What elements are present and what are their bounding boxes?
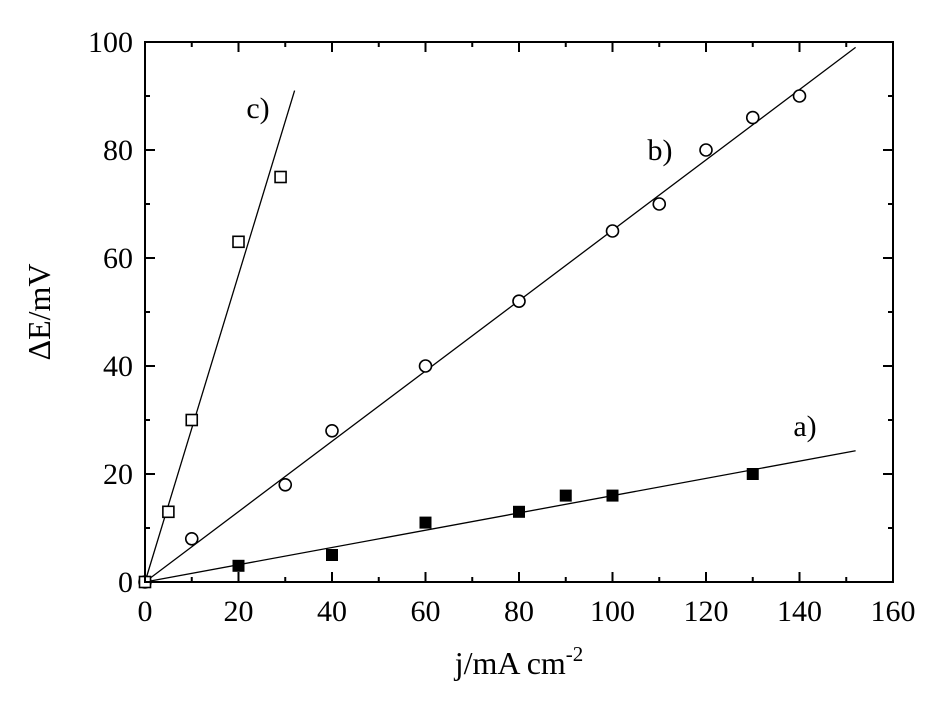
series-labels: a) b) c) bbox=[246, 92, 816, 443]
y-tick-label: 0 bbox=[118, 566, 133, 599]
marker-filled-square bbox=[513, 505, 525, 518]
fit-line-1 bbox=[144, 450, 856, 583]
fit-line-3 bbox=[144, 90, 296, 583]
x-tick-label: 120 bbox=[684, 595, 729, 628]
data-markers bbox=[138, 89, 807, 589]
marker-open-circle bbox=[325, 423, 339, 438]
y-axis-title: ΔE/mV bbox=[21, 263, 57, 360]
marker-filled-square bbox=[419, 516, 432, 529]
marker-open-circle bbox=[278, 477, 293, 492]
marker-open-circle bbox=[652, 197, 667, 211]
axis-ticks bbox=[144, 41, 894, 583]
series-label: a) bbox=[793, 410, 816, 443]
marker-open-circle bbox=[605, 224, 620, 238]
marker-open-circle bbox=[745, 110, 760, 125]
marker-open-square bbox=[162, 505, 175, 519]
x-tick-label: 20 bbox=[224, 595, 254, 628]
y-tick-label: 80 bbox=[103, 134, 133, 167]
marker-open-square bbox=[232, 235, 245, 249]
marker-filled-square bbox=[559, 489, 572, 502]
marker-open-square bbox=[185, 413, 199, 427]
x-axis-title-superscript: -2 bbox=[566, 642, 584, 666]
y-tick-label: 40 bbox=[103, 350, 133, 383]
x-tick-label: 80 bbox=[504, 595, 534, 628]
tick-labels: 0 20 40 60 80 100 120 140 160 0 20 40 60 80 100 bbox=[88, 26, 916, 628]
fit-line-2 bbox=[144, 46, 856, 583]
y-tick-label: 100 bbox=[88, 26, 133, 59]
x-tick-label: 60 bbox=[411, 595, 441, 628]
marker-open-circle bbox=[184, 531, 199, 546]
marker-filled-square bbox=[746, 468, 759, 480]
x-axis-title-main: j/mA cm bbox=[454, 645, 566, 681]
marker-open-circle bbox=[699, 143, 713, 157]
x-tick-label: 140 bbox=[777, 595, 822, 628]
marker-open-circle bbox=[792, 89, 807, 103]
x-tick-label: 100 bbox=[590, 595, 635, 628]
x-axis-title: j/mA cm-2 bbox=[454, 642, 584, 681]
x-tick-label: 0 bbox=[138, 595, 153, 628]
fit-lines bbox=[144, 46, 856, 583]
marker-filled-square bbox=[606, 489, 619, 502]
marker-open-square bbox=[274, 170, 287, 184]
series-label: b) bbox=[648, 134, 673, 167]
series-label: c) bbox=[246, 92, 269, 125]
marker-open-circle bbox=[512, 294, 526, 309]
y-tick-label: 60 bbox=[103, 242, 133, 275]
marker-filled-square bbox=[326, 549, 338, 561]
x-tick-label: 40 bbox=[317, 595, 347, 628]
x-tick-label: 160 bbox=[871, 595, 916, 628]
marker-open-circle bbox=[418, 359, 433, 373]
y-tick-label: 20 bbox=[103, 458, 133, 491]
marker-filled-square bbox=[232, 559, 245, 572]
